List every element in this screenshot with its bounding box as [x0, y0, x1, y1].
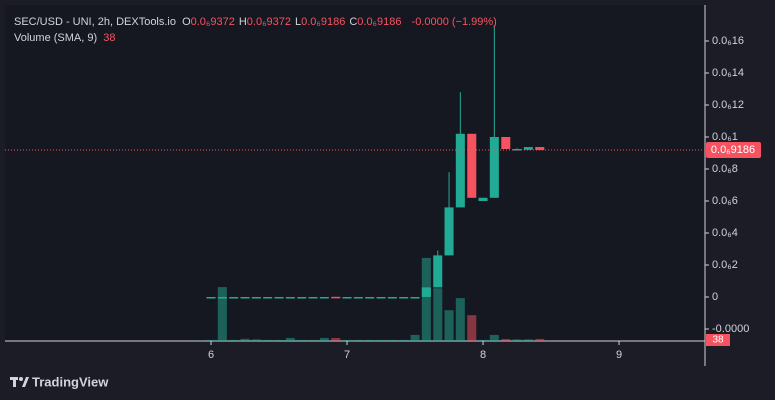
y-tick-label: 0.0₆12	[712, 99, 744, 111]
candle-body	[240, 297, 250, 299]
volume-bar	[433, 288, 443, 341]
candle-body	[319, 297, 329, 299]
volume-bar	[535, 338, 545, 341]
volume-bar	[251, 339, 261, 341]
legend: SEC/USD - UNI, 2h, DEXTools.io O0.0₆9372…	[14, 14, 500, 46]
volume-title: Volume (SMA, 9)	[14, 32, 98, 44]
x-tick-label: 7	[344, 349, 350, 361]
volume-bar	[444, 310, 454, 341]
candle-body	[251, 297, 261, 299]
volume-bar	[353, 339, 363, 341]
volume-bar	[319, 337, 329, 341]
volume-bar	[455, 298, 465, 341]
ohlc-text: 0.0₆9372	[190, 16, 235, 28]
symbol: SEC/USD - UNI, 2h, DEXTools.io	[14, 16, 176, 28]
candle-body	[308, 297, 318, 299]
candle-body	[489, 137, 499, 198]
volume-bar	[274, 339, 284, 341]
y-tick-label: 0.0₆14	[712, 67, 744, 79]
y-tick-label: 0.0₆2	[712, 259, 738, 271]
candle-body	[285, 297, 295, 299]
volume-bar	[399, 339, 409, 341]
candle-body	[467, 133, 477, 198]
candle-body	[297, 297, 307, 299]
x-tick-label: 9	[616, 349, 622, 361]
volume-tag-label: 38	[712, 335, 724, 346]
ohlc-text: 0.0₆9186	[301, 16, 346, 28]
candle-body	[365, 297, 375, 299]
volume-bar	[206, 339, 216, 341]
volume-bar	[217, 287, 227, 341]
volume-bar	[410, 334, 420, 341]
volume-bar	[342, 339, 352, 341]
volume-bar	[229, 339, 239, 341]
candle-body	[433, 255, 443, 288]
y-tick-label: 0.0₆1	[712, 131, 738, 143]
volume-value: 38	[103, 32, 116, 44]
candle-body	[421, 287, 431, 297]
volume-bar	[365, 339, 375, 341]
volume-bar	[501, 339, 511, 341]
y-tick-label: -0.0000	[712, 323, 749, 335]
volume-bar	[308, 339, 318, 341]
volume-bar	[523, 339, 533, 341]
x-tick-label: 8	[480, 349, 486, 361]
volume-bar	[421, 257, 431, 341]
logo	[10, 377, 29, 387]
ohlc: O0.0₆9372 H0.0₆9372 L0.0₆9186 C0.0₆9186	[182, 16, 405, 28]
ohlc-key: C	[349, 16, 358, 28]
volume-bar	[489, 334, 499, 341]
candle-body	[523, 147, 533, 150]
candle-body	[501, 137, 511, 149]
candle-body	[399, 297, 409, 299]
candle-body	[455, 133, 465, 208]
volume-bar	[331, 337, 341, 341]
candle-body	[274, 297, 284, 299]
candle-body	[229, 297, 239, 299]
candle-body	[331, 296, 341, 299]
y-tick-label: 0.0₆4	[712, 227, 738, 239]
volume-bar	[512, 339, 522, 341]
candle-body	[478, 197, 488, 201]
y-tick-label: 0.0₆6	[712, 195, 738, 207]
candle-body	[342, 297, 352, 299]
legend-row: Volume (SMA, 9) 38	[14, 30, 500, 46]
ohlc-key: O	[182, 16, 191, 28]
plot-bg	[5, 5, 705, 341]
y-tick-label: 0.0₆8	[712, 163, 738, 175]
change: -0.0000 (−1.99%)	[411, 16, 497, 28]
x-tick-label: 6	[208, 349, 214, 361]
candle-body	[410, 297, 420, 299]
last-price-label: 0.0₆9186	[711, 144, 755, 156]
volume-bar	[376, 339, 386, 341]
candle-body	[444, 207, 454, 256]
volume-tag	[706, 334, 730, 346]
candle-body	[387, 297, 397, 299]
ohlc-text: 0.0₆9186	[357, 16, 402, 28]
legend-row: SEC/USD - UNI, 2h, DEXTools.io O0.0₆9372…	[14, 14, 500, 30]
candle-body	[217, 297, 227, 299]
candle-body	[535, 147, 545, 151]
y-tick-label: 0	[712, 291, 718, 303]
volume-bar	[478, 339, 488, 341]
volume-bar	[240, 338, 250, 341]
candle-body	[206, 297, 216, 299]
y-tick-label: 0.0₆16	[712, 35, 744, 47]
volume-bar	[263, 339, 273, 341]
candle-body	[353, 297, 363, 299]
ohlc-key: L	[294, 16, 302, 28]
brand: TradingView	[32, 374, 109, 389]
ohlc-text: 0.0₆9372	[246, 16, 291, 28]
volume-bar	[285, 337, 295, 341]
ohlc-key: H	[238, 16, 247, 28]
volume-bar	[387, 339, 397, 341]
last-price-tag	[706, 142, 761, 159]
candle-body	[376, 297, 386, 299]
volume-bar	[467, 315, 477, 341]
volume-bar	[297, 339, 307, 341]
candle-body	[263, 297, 273, 299]
candle-body	[512, 149, 522, 151]
